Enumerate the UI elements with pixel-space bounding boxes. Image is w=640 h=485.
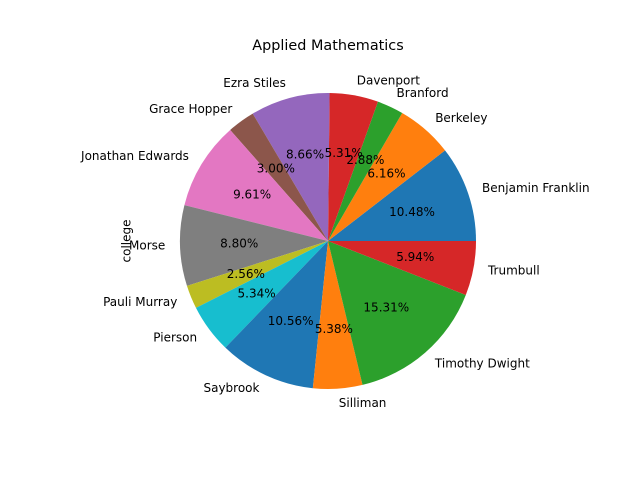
slice-percent-8: 2.56% (227, 267, 265, 281)
pie-slice-12 (328, 241, 466, 385)
pie-slice-3 (328, 93, 378, 241)
slice-label-10: Saybrook (203, 381, 259, 395)
pie-slice-10 (225, 241, 328, 389)
slice-label-0: Benjamin Franklin (482, 181, 590, 195)
pie-slice-6 (184, 129, 328, 241)
slice-percent-7: 8.80% (220, 236, 258, 250)
slice-percent-9: 5.34% (238, 286, 276, 300)
slice-label-5: Grace Hopper (149, 102, 232, 116)
slice-labels: Benjamin Franklin Berkeley BranfordDavenpo… (80, 73, 590, 410)
pie-slice-8 (186, 241, 328, 308)
slice-percent-6: 9.61% (233, 187, 271, 201)
slice-percent-10: 10.56% (268, 314, 314, 328)
pie-slices (179, 93, 476, 389)
slice-label-3: Davenport (357, 73, 421, 87)
slice-label-2: Branford (397, 86, 449, 100)
slice-percent-11: 5.38% (315, 322, 353, 336)
slice-percent-3: 5.31% (325, 146, 363, 160)
slice-label-11: Silliman (339, 396, 387, 410)
slice-label-6: Jonathan Edwards (80, 149, 189, 163)
pie-slice-11 (312, 241, 363, 389)
slice-percent-2: 2.88% (346, 153, 384, 167)
slice-percent-5: 3.00% (257, 162, 295, 176)
pie-slice-1 (328, 112, 446, 242)
slice-label-7: Morse (129, 239, 165, 253)
slice-percent-13: 5.94% (396, 250, 434, 264)
slice-percent-12: 15.31% (363, 300, 409, 314)
chart-title: Applied Mathematics (252, 38, 403, 54)
pie-slice-4 (252, 93, 330, 242)
pie-slice-2 (328, 101, 403, 241)
slice-percent-labels: 10.48% 6.16%2.88%5.31%8.66%3.00% 9.61% 8.80… (220, 146, 435, 336)
pie-slice-0 (328, 150, 476, 241)
slice-percent-4: 8.66% (286, 148, 324, 162)
slice-label-9: Pierson (153, 330, 197, 344)
pie-slice-9 (195, 241, 328, 348)
slice-label-12: Timothy Dwight (434, 356, 530, 370)
slice-percent-0: 10.48% (389, 205, 435, 219)
slice-label-1: Berkeley (435, 111, 487, 125)
slice-label-13: Trumbull (487, 264, 540, 278)
slice-label-4: Ezra Stiles (223, 76, 286, 90)
pie-slice-7 (179, 205, 328, 286)
slice-label-8: Pauli Murray (103, 295, 177, 309)
pie-slice-5 (230, 113, 328, 241)
y-axis-label: college (120, 220, 134, 263)
slice-percent-1: 6.16% (367, 167, 405, 181)
pie-slice-13 (328, 241, 476, 295)
